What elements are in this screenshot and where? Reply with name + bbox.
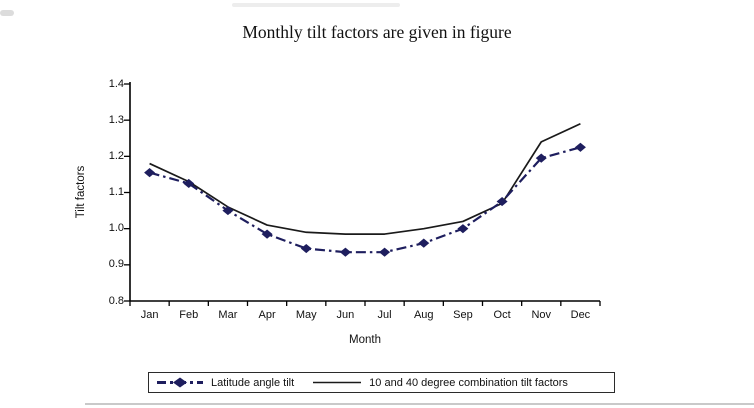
scan-artifact bbox=[0, 10, 14, 16]
x-tick-label: Aug bbox=[413, 309, 434, 321]
x-tick-label: Feb bbox=[179, 309, 199, 321]
y-tick-label: 0.8 bbox=[108, 294, 124, 307]
scan-artifact bbox=[232, 3, 400, 7]
legend-solid-line-sample bbox=[313, 381, 362, 384]
x-tick-label: Jul bbox=[377, 309, 392, 321]
y-tick-label: 1.0 bbox=[108, 222, 124, 235]
legend-dashed-line-sample bbox=[157, 377, 203, 388]
x-tick-label: Nov bbox=[531, 309, 552, 321]
x-tick-label: Oct bbox=[493, 309, 511, 321]
y-tick-label: 1.2 bbox=[108, 149, 124, 162]
legend-label-combination-tilt: 10 and 40 degree combination tilt factor… bbox=[369, 376, 568, 389]
y-tick-label: 1.3 bbox=[108, 113, 124, 126]
y-tick-label: 1.1 bbox=[108, 186, 124, 198]
y-tick-label: 1.4 bbox=[108, 77, 124, 90]
legend-label-latitude-tilt: Latitude angle tilt bbox=[211, 376, 295, 389]
y-tick-label: 0.9 bbox=[108, 258, 124, 271]
x-axis-title: Month bbox=[349, 334, 381, 346]
x-tick-label: Apr bbox=[258, 309, 276, 321]
chart-legend: Latitude angle tilt 10 and 40 degree com… bbox=[148, 372, 615, 393]
page-divider-line bbox=[85, 403, 754, 405]
x-tick-label: Sep bbox=[453, 309, 473, 321]
chart-title: Monthly tilt factors are given in figure bbox=[242, 22, 512, 42]
y-axis-title: Tilt factors bbox=[75, 165, 87, 219]
x-tick-label: May bbox=[295, 309, 317, 321]
x-tick-label: Dec bbox=[570, 309, 591, 321]
x-tick-label: Mar bbox=[218, 309, 238, 321]
x-tick-label: Jun bbox=[336, 309, 355, 321]
x-tick-label: Jan bbox=[140, 309, 159, 321]
